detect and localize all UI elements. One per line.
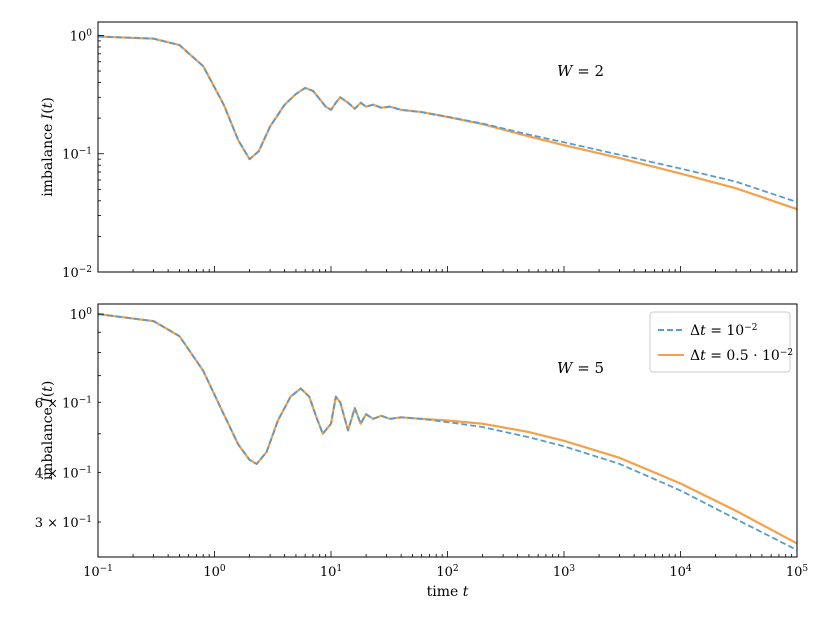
legend-label: Δt = 0.5 · 10−2 — [690, 348, 793, 364]
disorder-annotation: W = 5 — [557, 359, 604, 377]
series-line-dt-1e-2 — [98, 35, 797, 203]
legend-label: Δt = 10−2 — [690, 323, 758, 339]
x-axis-label: time t — [427, 584, 469, 600]
x-tick-label: 105 — [786, 564, 809, 580]
y-tick-label: 100 — [70, 28, 93, 44]
x-tick-label: 100 — [203, 564, 226, 580]
series-line-dt-0.5e-2 — [98, 35, 797, 211]
y-tick-label: 4 × 10−1 — [35, 465, 92, 481]
plot-frame — [97, 21, 798, 273]
x-tick-label: 104 — [669, 564, 692, 580]
disorder-annotation: W = 2 — [557, 62, 604, 80]
series-line-dt-1e-2 — [98, 313, 797, 551]
y-tick-label: 10−1 — [62, 147, 92, 163]
y-tick-label: 3 × 10−1 — [35, 515, 92, 531]
y-tick-label: 100 — [70, 307, 93, 323]
y-axis-label: imbalance I(t) — [40, 381, 56, 481]
top-panel-w2: 100 10−1 10−2 imbalance I(t) W = 2 — [40, 21, 798, 281]
x-tick-label: 10−1 — [83, 564, 113, 580]
legend: Δt = 10−2 Δt = 0.5 · 10−2 — [649, 311, 793, 373]
legend-box — [649, 311, 791, 373]
y-tick-label: 10−2 — [62, 265, 92, 281]
y-tick-label: 6 × 10−1 — [35, 395, 92, 411]
x-tick-label: 102 — [436, 564, 458, 580]
bottom-panel-w5: 100 6 × 10−1 4 × 10−1 3 × 10−1 10−1 100 101 102… — [35, 303, 809, 600]
x-tick-label: 101 — [320, 564, 342, 580]
x-tick-label: 103 — [553, 564, 576, 580]
y-axis-label: imbalance I(t) — [40, 97, 56, 197]
